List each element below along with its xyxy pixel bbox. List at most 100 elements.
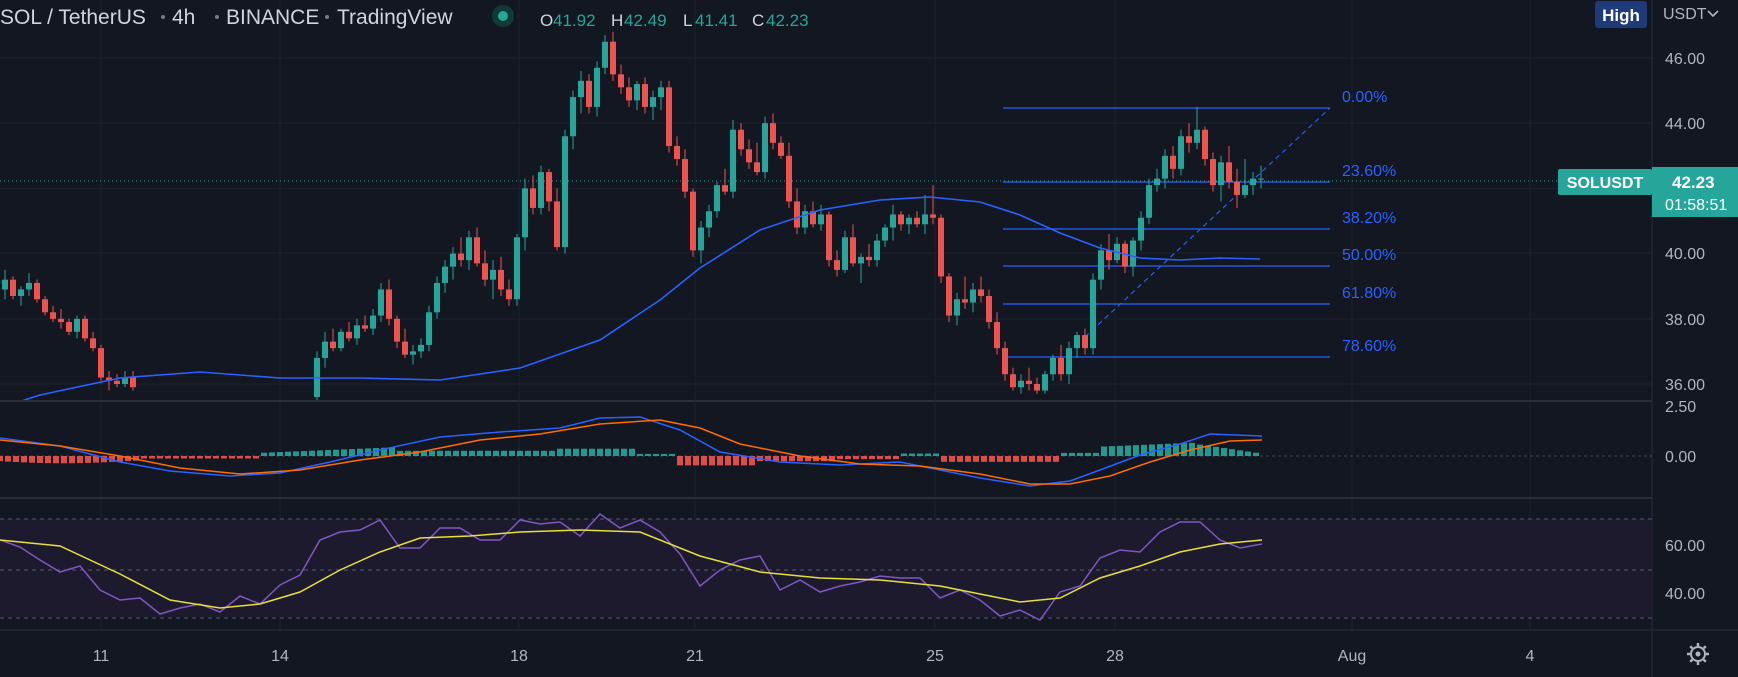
time-tick-label: 21 (686, 648, 704, 665)
price-axis[interactable]: 46.00 44.00 40.00 38.00 36.00 2.50 0.00 60.00 40… (1665, 51, 1705, 603)
candle-down (50, 305, 56, 323)
macd-histogram-bar (837, 456, 843, 460)
candle-up (26, 273, 32, 296)
candle-up (802, 204, 808, 235)
macd-histogram-bar (285, 451, 291, 456)
macd-histogram-bar (653, 453, 659, 456)
candle-down (1058, 344, 1064, 381)
candle-down (674, 136, 680, 166)
macd-histogram-bar (13, 456, 19, 463)
macd-histogram-bar (581, 448, 587, 456)
macd-histogram-bar (1077, 452, 1083, 456)
price-mode-toggle[interactable]: High (1595, 1, 1647, 28)
candle-up (314, 351, 320, 400)
candle-up (698, 221, 704, 264)
macd-histogram-bar (197, 456, 203, 459)
symbol-title[interactable]: SOL / TetherUS (0, 6, 146, 29)
candle-down (778, 136, 784, 160)
gear-icon[interactable] (1687, 643, 1709, 665)
candle-down (530, 175, 536, 215)
macd-histogram-bar (1213, 446, 1219, 456)
macd-histogram-bar (37, 456, 43, 463)
candle-up (1258, 165, 1264, 189)
macd-histogram-bar (1045, 456, 1051, 462)
macd-histogram-bar (429, 450, 435, 456)
market-status-icon[interactable] (492, 5, 514, 27)
macd-histogram-bar (613, 448, 619, 456)
candle-down (34, 279, 40, 303)
candle-down (850, 224, 856, 267)
candle-up (1090, 273, 1096, 355)
macd-histogram-bar (549, 450, 555, 456)
macd-histogram-bar (205, 456, 211, 459)
macd-histogram-bar (845, 456, 851, 460)
macd-histogram-bar (989, 456, 995, 462)
fib-retracement[interactable]: 0.00% 23.60% 38.20% 50.00% 61.80% 78.60% (1003, 89, 1396, 358)
candle-up (634, 80, 640, 111)
fib-level-label: 61.80% (1342, 285, 1396, 302)
candle-down (738, 123, 744, 156)
macd-histogram-bar (1173, 443, 1179, 456)
fib-level-label: 50.00% (1342, 247, 1396, 264)
candle-up (1242, 159, 1248, 199)
macd-histogram-bar (173, 456, 179, 459)
candle-up (338, 328, 344, 352)
candle-up (570, 90, 576, 150)
price-tag-symbol: SOLUSDT (1567, 175, 1644, 192)
macd-histogram-bar (533, 450, 539, 456)
candle-up (1074, 331, 1080, 358)
macd-histogram-bar (981, 456, 987, 462)
macd-histogram-bar (1197, 444, 1203, 456)
candle-down (826, 211, 832, 267)
price-tick-label: 44.00 (1665, 116, 1705, 133)
macd-histogram-bar (709, 456, 715, 466)
candle-down (770, 113, 776, 150)
macd-histogram-bar (229, 456, 235, 459)
price-tick-label: 40.00 (1665, 246, 1705, 263)
candle-down (746, 139, 752, 169)
candle-down (994, 312, 1000, 355)
macd-histogram-bar (157, 456, 163, 459)
price-tick-label: 46.00 (1665, 51, 1705, 68)
candle-up (490, 260, 496, 300)
macd-signal-line (0, 419, 1263, 485)
candle-up (714, 181, 720, 218)
macd-histogram-bar (589, 448, 595, 456)
macd-histogram-bar (117, 456, 123, 462)
macd-histogram-bar (1069, 452, 1075, 456)
candle-down (482, 250, 488, 287)
candle-up (418, 338, 424, 358)
macd-histogram-bar (269, 452, 275, 456)
currency-dropdown[interactable]: USDT (1663, 6, 1719, 23)
separator-dot (215, 15, 219, 19)
macd-histogram-bar (1061, 452, 1067, 456)
candle-down (458, 237, 464, 267)
candle-up (762, 116, 768, 179)
macd-histogram-bar (541, 450, 547, 456)
macd-histogram-bar (1181, 443, 1187, 456)
time-tick-label: 14 (271, 648, 289, 665)
candle-down (114, 374, 120, 388)
candle-down (986, 289, 992, 329)
candle-down (498, 256, 504, 296)
price-mode-label: High (1602, 6, 1640, 25)
rsi-tick-label: 40.00 (1665, 586, 1705, 603)
candle-up (658, 80, 664, 111)
macd-histogram-bar (765, 456, 771, 462)
macd-histogram-bar (693, 456, 699, 466)
macd-histogram-bar (917, 453, 923, 456)
fib-trend-line[interactable] (1084, 107, 1331, 338)
candle-down (1010, 367, 1016, 391)
time-axis[interactable]: 11 14 18 21 25 28 Aug 4 (93, 648, 1535, 665)
macd-histogram-bar (1013, 456, 1019, 462)
candle-down (474, 227, 480, 267)
candle-down (682, 149, 688, 199)
macd-histogram-bar (973, 456, 979, 462)
candle-up (18, 286, 24, 306)
fib-level-label: 78.60% (1342, 338, 1396, 355)
separator-dot (161, 15, 165, 19)
macd-histogram-bar (885, 456, 891, 460)
interval-label[interactable]: 4h (172, 6, 195, 29)
ohlc-high-value: 42.49 (624, 11, 667, 30)
